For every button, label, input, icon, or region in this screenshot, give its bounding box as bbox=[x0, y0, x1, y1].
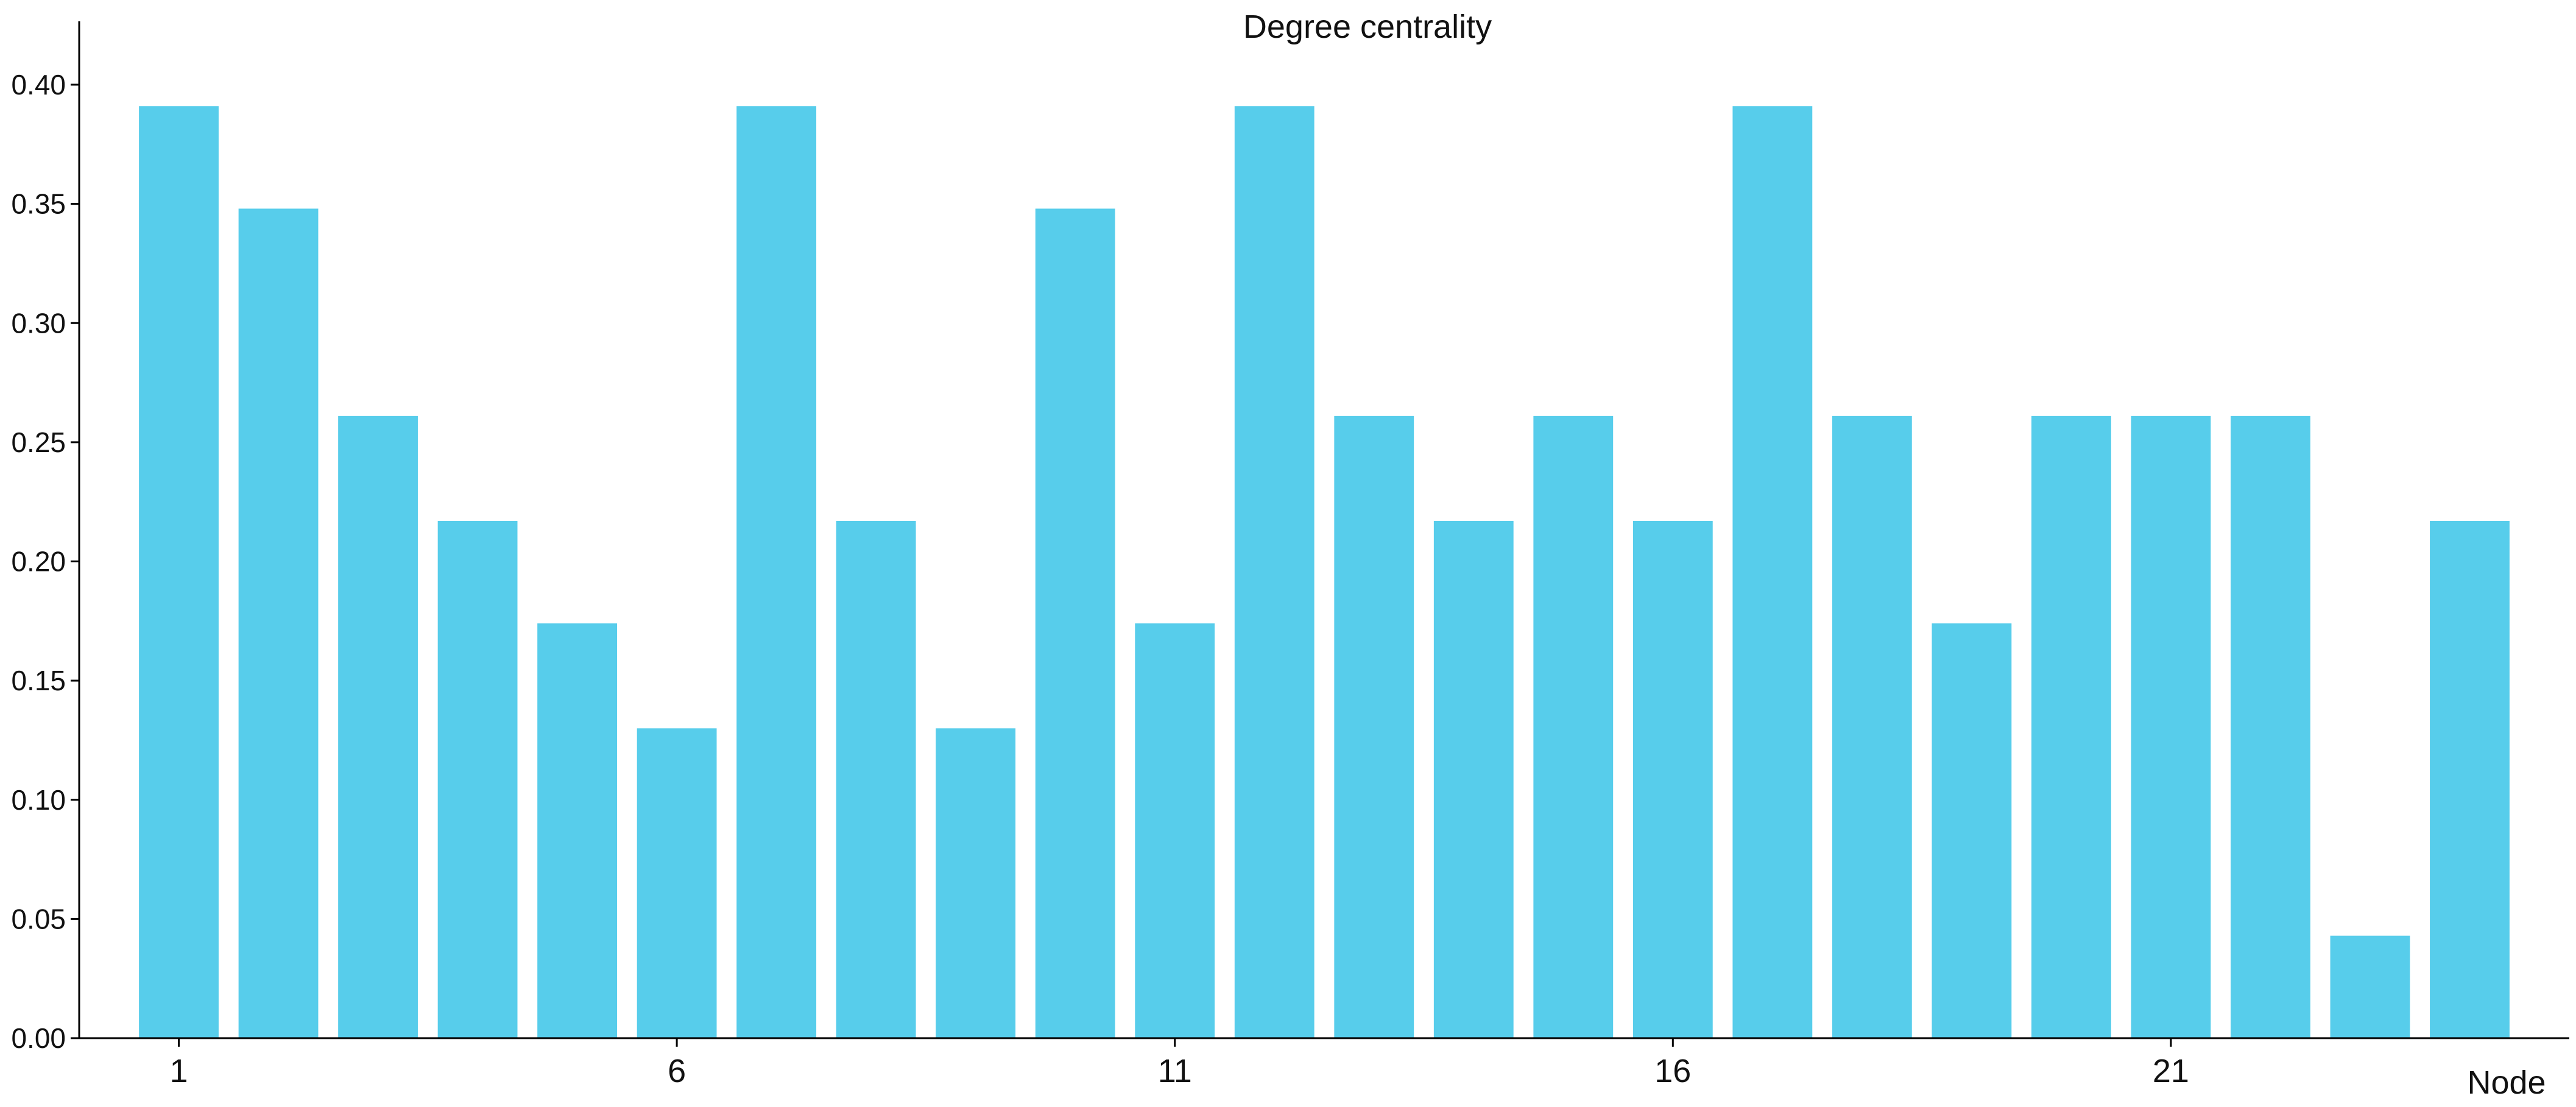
bar-node-1 bbox=[139, 106, 219, 1039]
y-tick-label: 0.20 bbox=[11, 546, 66, 578]
y-tick-label: 0.05 bbox=[11, 903, 66, 935]
x-tick-label: 21 bbox=[2153, 1053, 2189, 1089]
bar-node-19 bbox=[1932, 623, 2012, 1038]
bar-node-24 bbox=[2430, 520, 2510, 1038]
bar-node-15 bbox=[1533, 416, 1614, 1038]
bar-node-7 bbox=[736, 106, 817, 1039]
bar-node-2 bbox=[238, 208, 319, 1039]
bar-node-3 bbox=[338, 416, 418, 1038]
y-tick-label: 0.30 bbox=[11, 307, 66, 339]
bar-node-17 bbox=[1732, 106, 1813, 1039]
bar-node-10 bbox=[1035, 208, 1115, 1039]
y-tick-label: 0.10 bbox=[11, 784, 66, 816]
bar-node-14 bbox=[1433, 520, 1514, 1038]
x-axis-label: Node bbox=[2467, 1064, 2546, 1101]
plot-area: 0.000.050.100.150.200.250.300.350.401 6 11… bbox=[11, 21, 2569, 1089]
bar-node-5 bbox=[537, 623, 618, 1038]
y-tick-label: 0.25 bbox=[11, 426, 66, 458]
bar-node-20 bbox=[2031, 416, 2111, 1038]
bar-node-18 bbox=[1832, 416, 1912, 1038]
y-tick-label: 0.00 bbox=[11, 1022, 66, 1054]
y-tick-label: 0.40 bbox=[11, 69, 66, 101]
bar-node-23 bbox=[2330, 935, 2410, 1038]
chart-title: Degree centrality bbox=[1243, 9, 1492, 45]
bar-node-22 bbox=[2231, 416, 2310, 1038]
bar-node-16 bbox=[1632, 520, 1713, 1038]
bar-node-6 bbox=[637, 728, 717, 1039]
bar-node-21 bbox=[2131, 416, 2211, 1038]
x-tick-label: 6 bbox=[668, 1053, 686, 1089]
y-tick-label: 0.15 bbox=[11, 665, 66, 696]
bar-node-12 bbox=[1234, 106, 1314, 1039]
bar-node-13 bbox=[1334, 416, 1414, 1038]
bar-node-4 bbox=[437, 520, 518, 1038]
x-tick-label: 1 bbox=[169, 1053, 188, 1089]
y-tick-label: 0.35 bbox=[11, 188, 66, 220]
bar-node-9 bbox=[936, 728, 1016, 1039]
bar-node-11 bbox=[1135, 623, 1215, 1038]
bar-node-8 bbox=[836, 520, 916, 1038]
x-tick-label: 16 bbox=[1654, 1053, 1691, 1089]
x-tick-label: 11 bbox=[1158, 1053, 1192, 1089]
